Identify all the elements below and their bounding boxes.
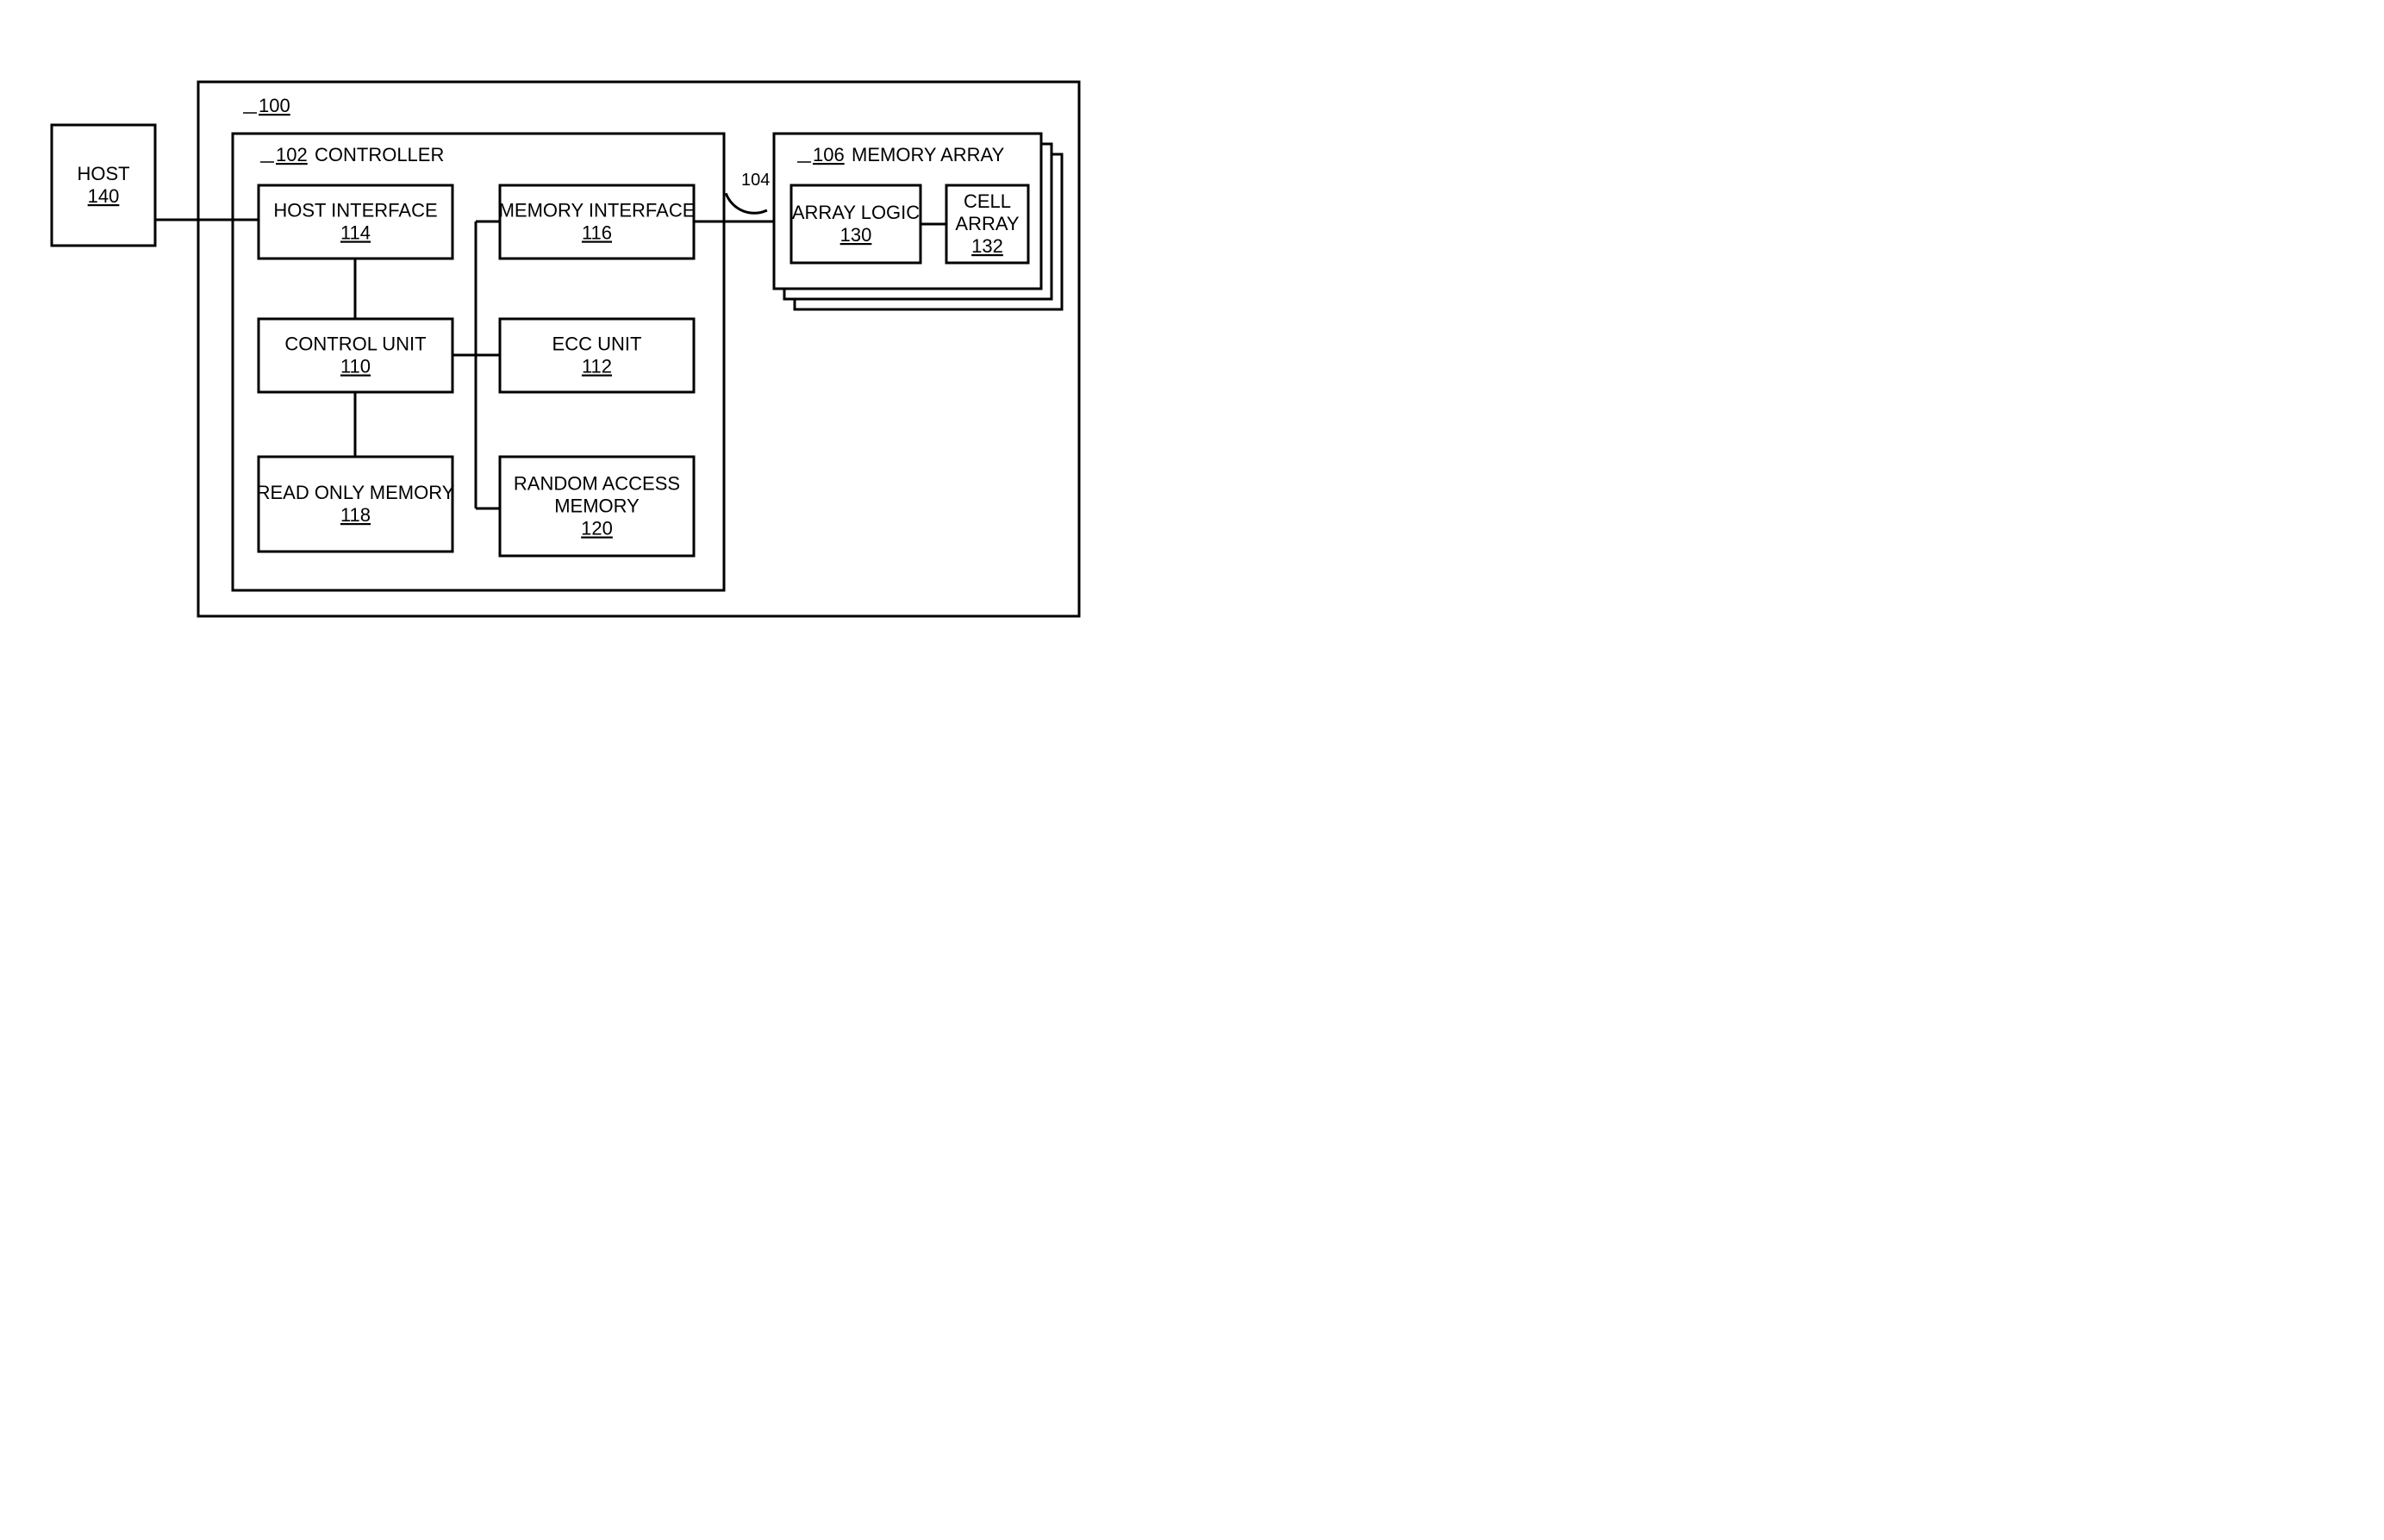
svg-text:READ ONLY MEMORY: READ ONLY MEMORY [257,482,455,503]
svg-text:ECC UNIT: ECC UNIT [552,334,642,355]
svg-text:104: 104 [741,171,770,190]
svg-text:116: 116 [582,222,612,244]
svg-text:110: 110 [340,356,371,377]
svg-text:ARRAY: ARRAY [955,213,1019,234]
svg-text:ARRAY LOGIC: ARRAY LOGIC [792,202,920,223]
svg-text:130: 130 [840,224,872,246]
svg-text:CONTROLLER: CONTROLLER [315,144,444,165]
svg-text:HOST INTERFACE: HOST INTERFACE [273,200,437,221]
svg-text:140: 140 [88,185,120,207]
svg-text:HOST: HOST [77,163,129,184]
svg-text:112: 112 [582,356,612,377]
svg-text:114: 114 [340,222,371,244]
svg-text:102: 102 [276,144,308,165]
svg-text:106: 106 [813,144,845,165]
svg-text:132: 132 [971,235,1003,257]
svg-text:CELL: CELL [964,190,1011,212]
svg-text:100: 100 [259,95,290,116]
svg-text:MEMORY: MEMORY [554,496,640,517]
svg-text:120: 120 [581,518,613,539]
svg-text:CONTROL UNIT: CONTROL UNIT [284,334,426,355]
svg-text:MEMORY INTERFACE: MEMORY INTERFACE [499,200,696,221]
svg-text:MEMORY ARRAY: MEMORY ARRAY [852,144,1005,165]
svg-text:RANDOM ACCESS: RANDOM ACCESS [514,473,680,495]
svg-text:118: 118 [340,504,371,526]
